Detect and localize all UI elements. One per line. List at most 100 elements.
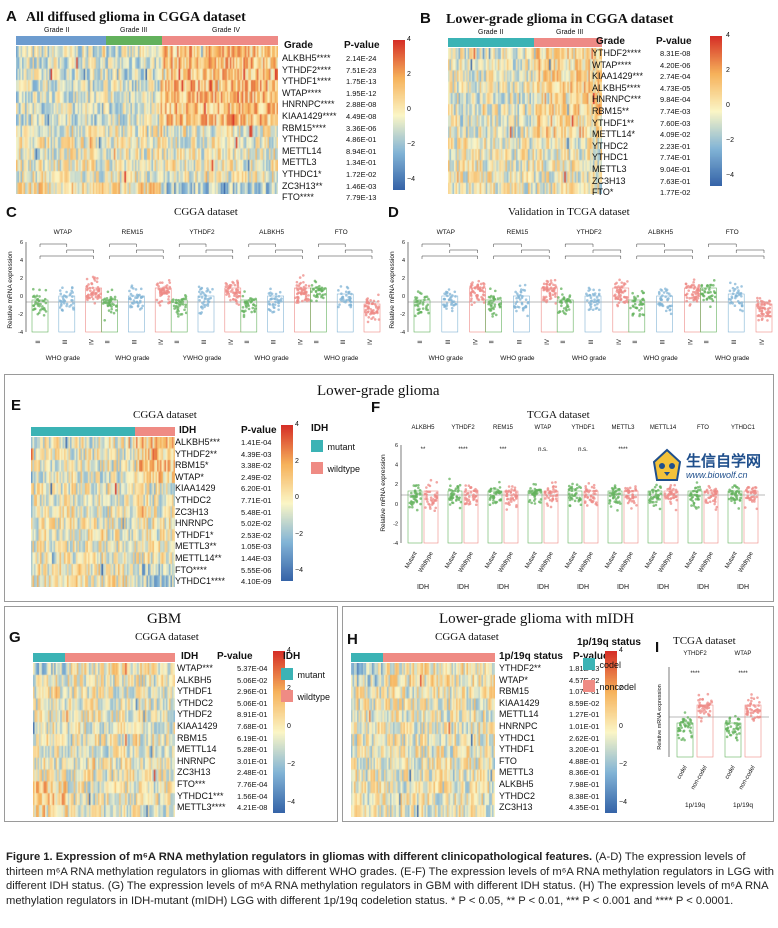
data-point <box>735 724 739 728</box>
data-point <box>668 487 672 491</box>
data-point <box>562 307 566 310</box>
data-point <box>595 296 599 299</box>
y-tick-label: 4 <box>402 258 405 264</box>
data-point <box>521 308 525 312</box>
y-tick-label: 2 <box>20 276 23 282</box>
p-value-2: 2.74E-04 <box>660 72 691 82</box>
data-point <box>477 298 481 302</box>
data-point <box>555 499 559 503</box>
data-point <box>578 485 581 488</box>
data-point <box>183 308 186 312</box>
data-point <box>489 304 493 307</box>
data-point <box>489 489 492 493</box>
gene-title: METTL3 <box>611 425 635 431</box>
data-point <box>549 294 552 298</box>
data-point <box>712 279 716 282</box>
data-point <box>585 504 589 507</box>
data-point <box>224 281 228 285</box>
data-point <box>105 297 109 300</box>
panel-b-title: Lower-grade glioma in CGGA dataset <box>446 12 674 27</box>
data-point <box>93 279 97 282</box>
data-point <box>670 489 674 492</box>
data-point <box>692 504 696 507</box>
significance-bracket <box>636 255 693 259</box>
data-point <box>491 501 495 505</box>
data-point <box>669 308 672 311</box>
data-point <box>235 287 238 291</box>
p-value-0: 8.31E-08 <box>660 49 691 58</box>
data-point <box>689 720 692 724</box>
data-point <box>614 498 618 501</box>
data-point <box>421 303 425 306</box>
data-point <box>617 495 620 499</box>
data-point <box>299 281 303 285</box>
gene-label-10: METTL3 <box>592 163 627 174</box>
p-value-2: 2.96E-01 <box>237 687 268 697</box>
data-point <box>691 489 695 493</box>
data-point <box>171 300 175 304</box>
p-value-7: 4.86E-01 <box>346 135 377 145</box>
data-point <box>751 711 755 715</box>
data-point <box>671 496 675 499</box>
data-point <box>654 495 657 498</box>
data-point <box>295 284 299 287</box>
data-point <box>656 488 660 492</box>
data-point <box>663 495 667 498</box>
p-value-5: 1.01E-01 <box>569 721 600 731</box>
data-point <box>731 286 735 290</box>
data-point <box>61 286 64 289</box>
data-point <box>88 296 92 300</box>
data-point <box>707 712 710 716</box>
data-point <box>236 279 239 283</box>
bar-outline <box>463 490 479 544</box>
data-point <box>510 488 513 491</box>
data-point <box>584 500 587 503</box>
data-point <box>534 483 537 486</box>
data-point <box>60 308 64 312</box>
data-point <box>570 486 573 490</box>
data-point <box>640 307 643 310</box>
data-point <box>728 490 731 494</box>
data-point <box>136 304 140 308</box>
data-point <box>625 296 629 299</box>
gene-label-2: RBM15 <box>499 686 530 697</box>
significance-mark: n.s. <box>538 447 548 453</box>
gene-label-8: YTHDF1* <box>175 529 214 540</box>
data-point <box>472 290 475 293</box>
data-point <box>694 497 698 501</box>
data-point <box>236 281 240 285</box>
data-point <box>668 490 672 494</box>
gene-label-1: YTHDF2**** <box>282 64 332 75</box>
significance-bracket <box>449 249 478 253</box>
data-point <box>615 288 619 292</box>
data-point <box>689 284 693 288</box>
data-point <box>241 294 245 298</box>
data-point <box>651 496 655 499</box>
significance-bracket <box>248 255 303 259</box>
data-point <box>491 301 494 305</box>
lgg-box: Lower-grade glioma E CGGA dataset IDH P-… <box>4 374 774 602</box>
gene-label-4: METTL14 <box>499 709 539 720</box>
data-point <box>448 497 451 500</box>
data-point <box>98 289 101 293</box>
data-point <box>737 717 741 721</box>
data-point <box>90 292 94 296</box>
data-point <box>701 698 704 701</box>
data-point <box>241 305 245 309</box>
data-point <box>168 287 172 290</box>
data-point <box>733 722 737 725</box>
data-point <box>740 285 743 288</box>
data-point <box>709 305 712 309</box>
data-point <box>416 308 420 311</box>
data-point <box>448 477 451 481</box>
data-point <box>608 502 611 505</box>
data-point <box>448 503 452 506</box>
data-point <box>253 307 257 310</box>
data-point <box>732 727 736 731</box>
data-point <box>307 284 311 288</box>
gene-label-9: METTL3 <box>499 767 534 778</box>
data-point <box>706 491 710 495</box>
x-tick-label: IV <box>90 339 96 345</box>
data-point <box>763 303 766 307</box>
data-point <box>280 297 283 300</box>
